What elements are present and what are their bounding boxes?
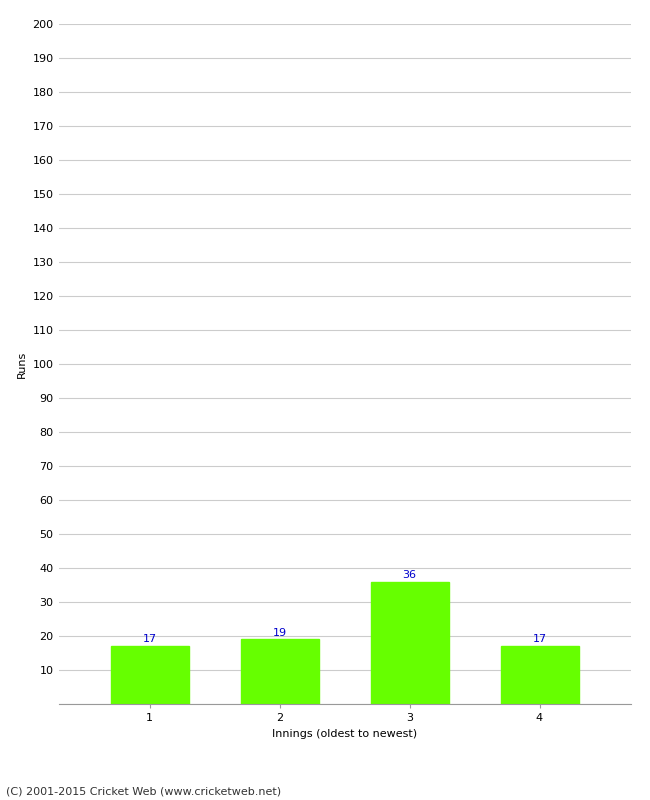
Bar: [370, 582, 448, 704]
Bar: [500, 646, 578, 704]
Bar: [240, 639, 318, 704]
Text: 36: 36: [402, 570, 417, 580]
Text: 19: 19: [272, 628, 287, 638]
Text: (C) 2001-2015 Cricket Web (www.cricketweb.net): (C) 2001-2015 Cricket Web (www.cricketwe…: [6, 786, 281, 796]
Y-axis label: Runs: Runs: [17, 350, 27, 378]
X-axis label: Innings (oldest to newest): Innings (oldest to newest): [272, 729, 417, 738]
Bar: [111, 646, 188, 704]
Text: 17: 17: [532, 634, 547, 645]
Text: 17: 17: [142, 634, 157, 645]
